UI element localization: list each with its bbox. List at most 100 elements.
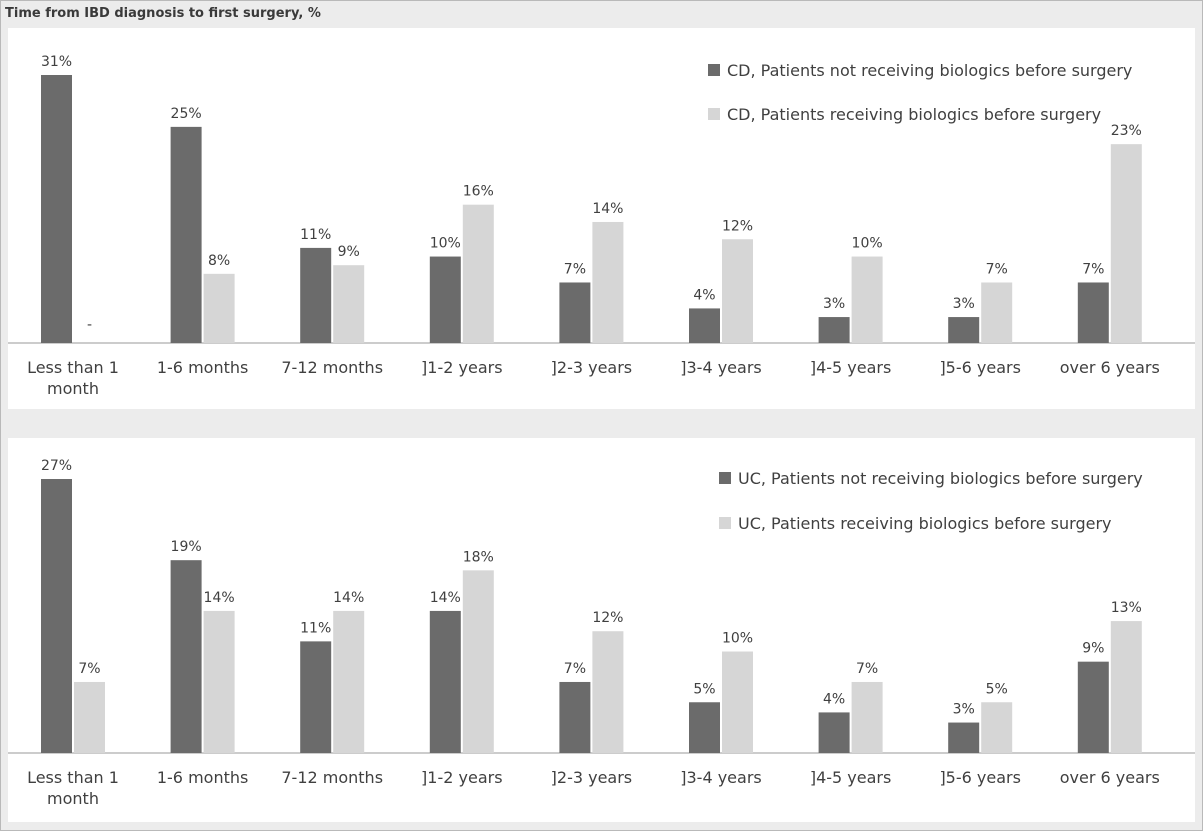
- category-label: ]1-2 years: [421, 358, 503, 377]
- data-label: 7%: [564, 261, 586, 277]
- uc-bar-biologics: [74, 681, 105, 753]
- data-label: 9%: [1082, 641, 1104, 657]
- data-label: 14%: [204, 590, 235, 606]
- category-label: Less than 1: [27, 768, 119, 787]
- data-label: 5%: [693, 681, 715, 697]
- legend-entry: CD, Patients not receiving biologics bef…: [727, 61, 1132, 80]
- data-label: 23%: [1111, 123, 1142, 139]
- uc-bar-no-biologics: [170, 560, 202, 753]
- category-label: 1-6 months: [157, 358, 248, 377]
- cd-bar-no-biologics: [818, 317, 850, 343]
- data-label: 27%: [41, 458, 72, 474]
- cd-bar-no-biologics: [429, 256, 461, 343]
- uc-bar-chart: 27% 7% Less than 1 month 19% 14% 1-6 months 11%…: [8, 458, 1195, 808]
- data-label: 5%: [986, 681, 1008, 697]
- cd-bar-no-biologics: [948, 317, 980, 343]
- category-label: Less than 1: [27, 358, 119, 377]
- cd-bar-no-biologics: [1077, 282, 1109, 343]
- data-label: 4%: [823, 691, 845, 707]
- data-label-missing: -: [87, 317, 92, 333]
- legend-swatch: [708, 108, 720, 120]
- data-label: 3%: [823, 296, 845, 312]
- data-label: 3%: [953, 702, 975, 718]
- data-label: 14%: [333, 590, 364, 606]
- data-label: 3%: [953, 296, 975, 312]
- page-title: Time from IBD diagnosis to first surgery…: [5, 6, 321, 21]
- category-label: ]4-5 years: [810, 768, 892, 787]
- uc-bar-biologics: [722, 651, 753, 753]
- data-label: 7%: [856, 661, 878, 677]
- uc-bar-biologics: [851, 681, 883, 753]
- cd-bar-biologics: [722, 239, 753, 343]
- uc-bar-no-biologics: [1077, 661, 1109, 753]
- data-label: 12%: [722, 218, 753, 234]
- uc-bar-no-biologics: [300, 641, 332, 753]
- uc-bar-no-biologics: [818, 712, 850, 753]
- data-label: 4%: [693, 287, 715, 303]
- data-label: 8%: [208, 253, 230, 269]
- uc-bar-no-biologics: [41, 479, 72, 753]
- category-label: month: [47, 789, 99, 808]
- cd-bar-chart: 31% - Less than 1 month 25% 8% 1-6 months 11% 9%…: [8, 54, 1195, 398]
- data-label: 25%: [171, 106, 202, 122]
- uc-bar-biologics: [462, 570, 494, 753]
- legend-swatch: [719, 517, 731, 529]
- uc-bar-biologics: [333, 610, 365, 753]
- category-label: ]5-6 years: [939, 358, 1021, 377]
- legend-entry: CD, Patients receiving biologics before …: [727, 105, 1101, 124]
- data-label: 18%: [463, 549, 494, 565]
- data-label: 12%: [592, 610, 623, 626]
- cd-bar-biologics: [851, 256, 883, 343]
- category-label: over 6 years: [1060, 358, 1160, 377]
- uc-bar-no-biologics: [429, 610, 461, 753]
- legend-entry: UC, Patients receiving biologics before …: [738, 514, 1111, 533]
- cd-bar-no-biologics: [689, 308, 720, 343]
- cd-bar-no-biologics: [300, 247, 332, 343]
- data-label: 19%: [171, 539, 202, 555]
- data-label: 7%: [78, 661, 100, 677]
- data-label: 10%: [430, 236, 461, 252]
- uc-bar-biologics: [1110, 621, 1142, 753]
- data-label: 7%: [986, 261, 1008, 277]
- legend-swatch: [708, 64, 720, 76]
- uc-bar-no-biologics: [559, 681, 591, 753]
- data-label: 9%: [338, 244, 360, 260]
- data-label: 10%: [722, 631, 753, 647]
- data-label: 11%: [300, 227, 331, 243]
- data-label: 7%: [1082, 261, 1104, 277]
- uc-bar-biologics: [981, 702, 1013, 753]
- data-label: 16%: [463, 184, 494, 200]
- category-label: ]3-4 years: [680, 768, 762, 787]
- data-label: 13%: [1111, 600, 1142, 616]
- uc-bar-no-biologics: [689, 702, 720, 753]
- data-label: 11%: [300, 620, 331, 636]
- uc-bar-no-biologics: [948, 722, 980, 753]
- cd-bar-biologics: [333, 265, 365, 343]
- category-label: 7-12 months: [281, 358, 383, 377]
- category-label: ]2-3 years: [551, 358, 633, 377]
- uc-bar-biologics: [203, 610, 235, 753]
- cd-bar-no-biologics: [170, 126, 202, 343]
- cd-bar-no-biologics: [559, 282, 591, 343]
- data-label: 31%: [41, 54, 72, 70]
- category-label: over 6 years: [1060, 768, 1160, 787]
- cd-bar-no-biologics: [41, 75, 72, 343]
- category-label: month: [47, 379, 99, 398]
- uc-bar-biologics: [592, 631, 624, 753]
- data-label: 7%: [564, 661, 586, 677]
- cd-bar-biologics: [462, 204, 494, 343]
- category-label: 7-12 months: [281, 768, 383, 787]
- category-label: ]3-4 years: [680, 358, 762, 377]
- legend-swatch: [719, 472, 731, 484]
- cd-bar-biologics: [981, 282, 1013, 343]
- uc-chart-panel: 27% 7% Less than 1 month 19% 14% 1-6 months 11%…: [8, 438, 1195, 822]
- cd-chart-panel: 31% - Less than 1 month 25% 8% 1-6 months 11% 9%…: [8, 28, 1195, 409]
- legend-entry: UC, Patients not receiving biologics bef…: [738, 469, 1143, 488]
- data-label: 14%: [592, 201, 623, 217]
- data-label: 10%: [852, 236, 883, 252]
- category-label: ]4-5 years: [810, 358, 892, 377]
- category-label: ]5-6 years: [939, 768, 1021, 787]
- category-label: ]1-2 years: [421, 768, 503, 787]
- cd-bar-biologics: [1110, 144, 1142, 343]
